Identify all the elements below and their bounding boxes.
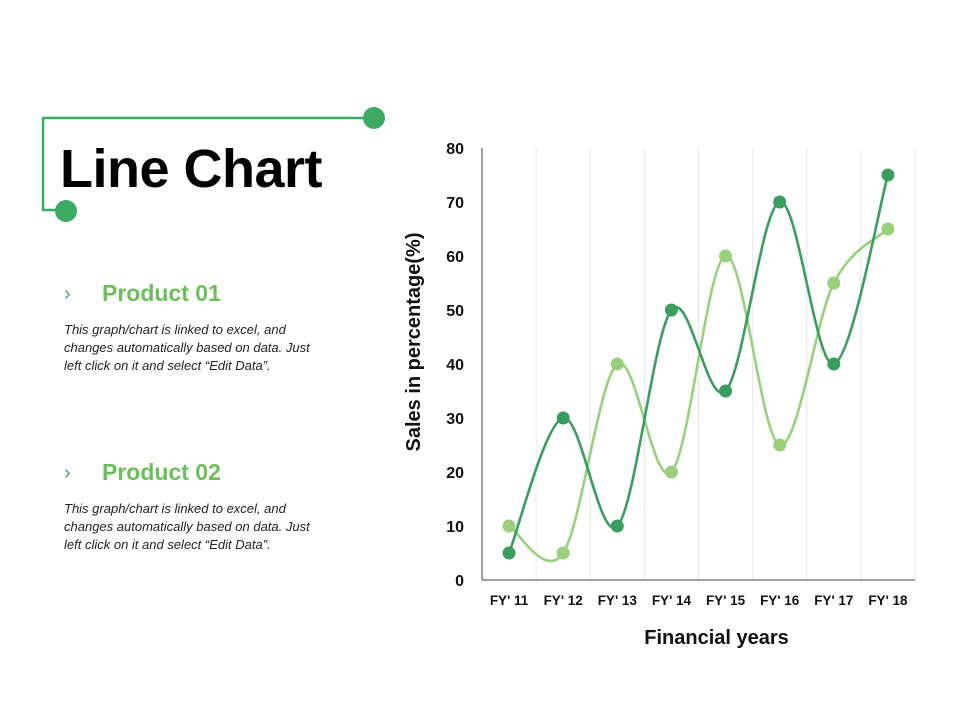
y-tick-label: 20 — [446, 465, 464, 482]
product-01-description: This graph/chart is linked to excel, and… — [64, 322, 310, 373]
page-title: Line Chart — [60, 139, 323, 199]
y-axis-title: Sales in percentage(%) — [403, 233, 425, 452]
y-tick-label: 0 — [455, 573, 464, 590]
series-1-point — [827, 357, 841, 371]
x-tick-label: FY' 12 — [544, 593, 583, 608]
series-1-point — [610, 519, 624, 533]
series-1-point — [719, 384, 733, 398]
series-2-point — [827, 276, 841, 290]
y-tick-label: 50 — [446, 303, 464, 320]
series-1-point — [773, 195, 787, 209]
product-01-name: Product 01 — [102, 280, 221, 306]
series-2-point — [664, 465, 678, 479]
series-2-point — [719, 249, 733, 263]
x-tick-label: FY' 11 — [490, 593, 529, 608]
y-tick-label: 80 — [446, 141, 464, 158]
y-tick-label: 10 — [446, 519, 464, 536]
frame-dot-bottom — [55, 200, 77, 222]
y-tick-label: 40 — [446, 357, 464, 374]
y-tick-label: 60 — [446, 249, 464, 266]
title-frame — [41, 107, 385, 222]
series-1-point — [881, 168, 895, 182]
chevron-right-icon: › — [64, 461, 71, 484]
y-tick-label: 70 — [446, 195, 464, 212]
product-02-description: This graph/chart is linked to excel, and… — [64, 501, 310, 552]
series-2-point — [610, 357, 624, 371]
chevron-right-icon: › — [64, 282, 71, 305]
x-tick-label: FY' 17 — [814, 593, 853, 608]
product-02-block: › Product 02 This graph/chart is linked … — [64, 459, 334, 554]
x-tick-label: FY' 13 — [598, 593, 638, 608]
series-2-point — [502, 519, 516, 533]
x-tick-label: FY' 16 — [760, 593, 800, 608]
series-2-line — [508, 228, 889, 563]
x-tick-label: FY' 14 — [652, 593, 692, 608]
x-axis-title: Financial years — [644, 627, 789, 649]
series-1-point — [664, 303, 678, 317]
product-01-block: › Product 01 This graph/chart is linked … — [64, 280, 334, 375]
series-1-point — [502, 546, 516, 560]
series-1-point — [556, 411, 570, 425]
series-2-point — [881, 222, 895, 236]
series-2-point — [773, 438, 787, 452]
x-tick-label: FY' 15 — [706, 593, 746, 608]
x-tick-label: FY' 18 — [868, 593, 908, 608]
y-tick-label: 30 — [446, 411, 464, 428]
series-2-point — [556, 546, 570, 560]
product-02-name: Product 02 — [102, 459, 221, 485]
frame-dot-top — [363, 107, 385, 129]
